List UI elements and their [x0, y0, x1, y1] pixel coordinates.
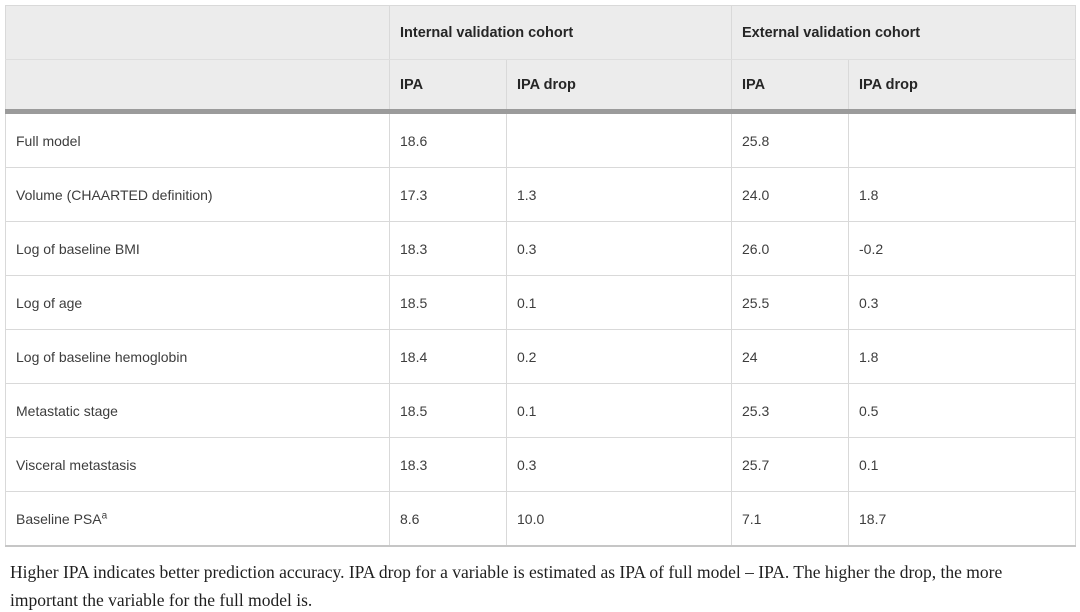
ipa-validation-table: Internal validation cohort External vali… — [5, 5, 1077, 547]
cell-external-ipa-drop: 0.1 — [847, 437, 1077, 492]
cell-internal-ipa: 8.6 — [389, 491, 507, 547]
table-row-log-hemoglobin: Log of baseline hemoglobin 18.4 0.2 24 1… — [5, 329, 1077, 384]
col-header-external-ipa-drop: IPA drop — [847, 59, 1077, 114]
row-label-text: Metastatic stage — [16, 402, 118, 419]
row-label: Log of baseline BMI — [5, 221, 390, 276]
row-label: Full model — [5, 111, 390, 168]
row-label: Metastatic stage — [5, 383, 390, 438]
cell-external-ipa-drop — [847, 111, 1077, 168]
cell-internal-ipa-drop: 0.3 — [506, 221, 732, 276]
row-label: Log of age — [5, 275, 390, 330]
cell-internal-ipa-drop: 1.3 — [506, 167, 732, 222]
table-footnote: Higher IPA indicates better prediction a… — [10, 562, 1003, 610]
table-row-metastatic-stage: Metastatic stage 18.5 0.1 25.3 0.5 — [5, 383, 1077, 438]
header-sub-row: IPA IPA drop IPA IPA drop — [5, 59, 1077, 114]
col-header-internal-ipa: IPA — [389, 59, 507, 114]
row-label-text: Log of baseline hemoglobin — [16, 348, 188, 365]
table-row-visceral-metastasis: Visceral metastasis 18.3 0.3 25.7 0.1 — [5, 437, 1077, 492]
table-body: Full model 18.6 25.8 Volume (CHAARTED de… — [5, 111, 1077, 547]
table-row-volume: Volume (CHAARTED definition) 17.3 1.3 24… — [5, 167, 1077, 222]
empty-corner-cell — [5, 5, 390, 60]
cell-external-ipa-drop: 1.8 — [847, 167, 1077, 222]
row-label-text: Volume (CHAARTED definition) — [16, 186, 213, 203]
cell-internal-ipa: 18.5 — [389, 383, 507, 438]
row-label: Volume (CHAARTED definition) — [5, 167, 390, 222]
table-row-full-model: Full model 18.6 25.8 — [5, 111, 1077, 168]
empty-subheader-cell — [5, 59, 390, 114]
cell-external-ipa: 25.3 — [731, 383, 849, 438]
row-label-text: Baseline PSA — [16, 510, 102, 527]
row-label: Visceral metastasis — [5, 437, 390, 492]
cell-internal-ipa-drop: 0.1 — [506, 383, 732, 438]
cell-internal-ipa: 18.3 — [389, 221, 507, 276]
col-header-internal-ipa-drop: IPA drop — [506, 59, 732, 114]
cell-internal-ipa: 17.3 — [389, 167, 507, 222]
cell-internal-ipa-drop: 10.0 — [506, 491, 732, 547]
cell-external-ipa: 25.8 — [731, 111, 849, 168]
table-row-log-age: Log of age 18.5 0.1 25.5 0.3 — [5, 275, 1077, 330]
cell-external-ipa-drop: 0.5 — [847, 383, 1077, 438]
row-label: Log of baseline hemoglobin — [5, 329, 390, 384]
cell-internal-ipa-drop — [506, 111, 732, 168]
cell-internal-ipa-drop: 0.2 — [506, 329, 732, 384]
cell-internal-ipa: 18.4 — [389, 329, 507, 384]
table-header: Internal validation cohort External vali… — [5, 5, 1077, 114]
col-group-internal: Internal validation cohort — [389, 5, 732, 60]
row-label-text: Visceral metastasis — [16, 456, 137, 473]
col-group-external: External validation cohort — [730, 5, 1077, 60]
cell-external-ipa: 25.7 — [731, 437, 849, 492]
cell-external-ipa: 24 — [731, 329, 849, 384]
cell-internal-ipa: 18.6 — [389, 111, 507, 168]
cell-external-ipa: 25.5 — [731, 275, 849, 330]
cell-external-ipa: 7.1 — [731, 491, 849, 547]
cell-external-ipa: 24.0 — [731, 167, 849, 222]
row-label-text: Log of baseline BMI — [16, 240, 140, 257]
cell-external-ipa-drop: 18.7 — [847, 491, 1077, 547]
cell-external-ipa: 26.0 — [731, 221, 849, 276]
table-row-baseline-psa: Baseline PSAa 8.6 10.0 7.1 18.7 — [5, 491, 1077, 547]
cell-external-ipa-drop: 1.8 — [847, 329, 1077, 384]
row-label: Baseline PSAa — [5, 491, 390, 547]
header-group-row: Internal validation cohort External vali… — [5, 5, 1077, 60]
cell-internal-ipa: 18.3 — [389, 437, 507, 492]
row-label-superscript: a — [101, 509, 108, 521]
cell-external-ipa-drop: -0.2 — [847, 221, 1077, 276]
col-header-external-ipa: IPA — [731, 59, 849, 114]
row-label-text: Log of age — [16, 294, 83, 311]
cell-internal-ipa-drop: 0.3 — [506, 437, 732, 492]
table-row-log-bmi: Log of baseline BMI 18.3 0.3 26.0 -0.2 — [5, 221, 1077, 276]
row-label-text: Full model — [16, 132, 81, 149]
cell-internal-ipa-drop: 0.1 — [506, 275, 732, 330]
cell-internal-ipa: 18.5 — [389, 275, 507, 330]
cell-external-ipa-drop: 0.3 — [847, 275, 1077, 330]
